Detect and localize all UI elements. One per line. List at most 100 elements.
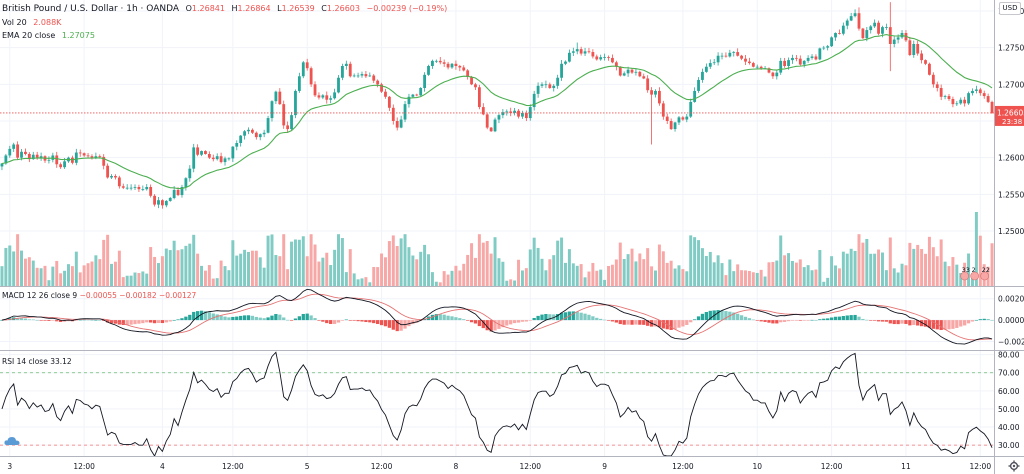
candle-body [540,84,544,86]
candle-body [536,85,540,94]
last-price-badge [995,105,1024,126]
candle-body [861,28,865,39]
volume-bar [970,273,974,286]
macd-histogram-bar [829,317,834,321]
candle-body [419,88,423,96]
volume-bar [391,235,395,286]
macd-signal-line [1,293,993,341]
candle-body [650,90,653,95]
macd-histogram-bar [125,320,129,325]
macd-histogram-bar [356,320,360,322]
candle-body [262,132,266,135]
volume-bar [610,264,614,286]
volume-bar [904,265,908,286]
macd-histogram-bar [747,318,752,321]
volume-bar [806,265,810,286]
volume-bar [497,258,501,286]
macd-histogram-bar [912,320,916,326]
macd-histogram-bar [184,316,188,321]
candle-body [4,155,8,164]
volume-bar [27,257,31,286]
macd-histogram-bar [653,320,658,327]
volume-bar [301,236,305,286]
macd-histogram-bar [113,320,118,324]
volume-bar [344,272,348,286]
candle-body [450,63,454,68]
candle-body [266,118,270,133]
price-tick-label: 1.26000 [998,154,1024,163]
candle-body [106,165,110,178]
candle-body [24,151,27,154]
macd-value-1: −0.00055 [79,291,117,300]
macd-histogram-bar [446,315,450,321]
volume-bar [990,243,994,286]
macd-histogram-bar [923,320,928,327]
volume-bar [70,266,74,286]
macd-histogram-bar [591,316,595,321]
macd-histogram-bar [19,318,24,321]
volume-bar [599,269,603,286]
last-price-value: 1.26603 [997,108,1024,117]
candle-body [372,75,376,81]
macd-histogram-bar [27,319,31,321]
settings-gear-icon[interactable] [1008,460,1020,472]
candle-body [587,51,591,53]
candle-countdown: 23:38 [1002,118,1022,126]
candle-body [744,58,747,62]
candle-body [822,47,826,49]
candle-body [305,62,309,69]
volume-bar [880,252,884,286]
macd-histogram-bar [775,320,779,324]
candle-body [477,87,481,108]
volume-bar [595,270,599,286]
candle-body [708,63,712,67]
macd-histogram-bar [473,320,478,324]
macd-histogram-bar [673,320,677,330]
macd-histogram-bar [575,311,579,321]
macd-histogram-bar [415,320,419,323]
volume-bar [747,270,751,286]
candle-body [939,88,943,97]
volume-bar [74,251,78,286]
volume-bar [939,239,943,286]
volume-bar [262,267,266,286]
volume-bar [176,250,180,286]
volume-bar [830,256,834,286]
macd-histogram-bar [301,313,305,321]
time-tick-label: 12:00 [672,462,694,471]
macd-histogram-bar [469,320,474,323]
macd-histogram-bar [833,316,838,321]
candle-body [301,62,305,77]
macd-histogram-bar [462,319,466,321]
candle-body [928,63,931,75]
macd-histogram-bar [411,320,415,325]
candle-body [90,156,94,159]
volume-bar [505,280,509,286]
candle-body [129,187,133,189]
candle-body [286,125,290,130]
volume-bar [250,250,254,286]
macd-histogram-bar [458,318,462,321]
macd-histogram-bar [55,320,59,322]
macd-histogram-bar [352,320,356,321]
macd-histogram-bar [532,317,536,321]
macd-histogram-bar [845,315,849,321]
macd-histogram-bar [540,314,544,321]
volume-bar [638,253,642,286]
macd-histogram-bar [837,316,842,321]
candle-body [571,51,575,53]
macd-histogram-bar [231,316,235,321]
volume-bar [481,242,485,286]
volume-bar [646,248,650,286]
candle-body [548,84,552,88]
currency-badge[interactable]: USD [999,2,1021,15]
candle-body [614,62,618,67]
macd-histogram-bar [771,320,775,324]
macd-histogram-bar [321,320,325,322]
macd-histogram-bar [822,318,826,321]
volume-bar [771,261,775,286]
candle-body [442,62,446,64]
candle-body [931,74,935,85]
cloud-icon[interactable] [4,436,20,446]
